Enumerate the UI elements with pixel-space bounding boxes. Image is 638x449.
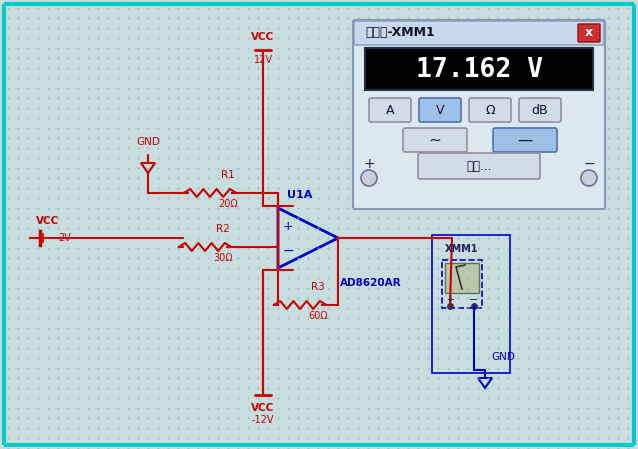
FancyBboxPatch shape <box>403 128 467 152</box>
Text: GND: GND <box>136 137 160 147</box>
Text: XMM1: XMM1 <box>445 244 478 254</box>
Text: −: − <box>470 295 478 305</box>
Bar <box>358 25 606 210</box>
FancyBboxPatch shape <box>469 98 511 122</box>
Text: −: − <box>282 244 294 258</box>
Text: 60Ω: 60Ω <box>308 311 328 321</box>
Text: 20Ω: 20Ω <box>218 199 238 209</box>
Circle shape <box>581 170 597 186</box>
Text: R3: R3 <box>311 282 325 292</box>
FancyBboxPatch shape <box>419 98 461 122</box>
FancyBboxPatch shape <box>519 98 561 122</box>
Text: 万用表-XMM1: 万用表-XMM1 <box>365 26 434 40</box>
Circle shape <box>361 170 377 186</box>
Text: 设置...: 设置... <box>466 159 492 172</box>
Text: -12V: -12V <box>252 415 274 425</box>
FancyBboxPatch shape <box>418 153 540 179</box>
Text: V: V <box>436 104 444 116</box>
Text: Ω: Ω <box>485 104 495 116</box>
FancyBboxPatch shape <box>493 128 557 152</box>
Bar <box>445 263 479 293</box>
FancyBboxPatch shape <box>578 24 600 42</box>
Text: +: + <box>363 157 375 171</box>
Bar <box>365 48 593 90</box>
Text: VCC: VCC <box>251 403 274 413</box>
Text: ~: ~ <box>429 132 441 148</box>
Text: VCC: VCC <box>36 216 59 226</box>
Text: +: + <box>283 220 293 233</box>
Text: +: + <box>446 295 454 305</box>
Text: R1: R1 <box>221 170 235 180</box>
Text: −: − <box>583 157 595 171</box>
Text: 17.162 V: 17.162 V <box>415 57 542 83</box>
Text: GND: GND <box>491 352 515 362</box>
Text: 30Ω: 30Ω <box>213 253 233 263</box>
Bar <box>432 235 510 373</box>
Text: AD8620AR: AD8620AR <box>340 278 402 288</box>
Bar <box>442 260 482 308</box>
Text: 12V: 12V <box>253 55 272 65</box>
Text: U1A: U1A <box>287 190 313 200</box>
FancyBboxPatch shape <box>369 98 411 122</box>
Text: 2V: 2V <box>58 233 71 243</box>
Text: R2: R2 <box>216 224 230 234</box>
Text: x: x <box>585 26 593 40</box>
Text: —: — <box>517 132 533 148</box>
Text: A: A <box>386 104 394 116</box>
FancyBboxPatch shape <box>353 20 605 209</box>
Text: VCC: VCC <box>251 32 274 42</box>
Text: dB: dB <box>531 104 548 116</box>
FancyBboxPatch shape <box>354 21 604 45</box>
